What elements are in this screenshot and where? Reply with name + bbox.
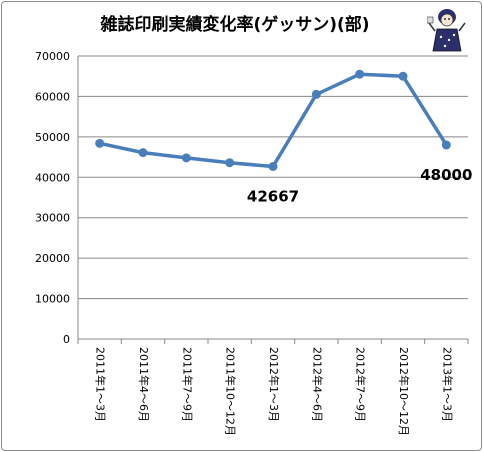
x-tick-label: 2011年10～12月 [224, 347, 238, 436]
data-point [225, 158, 235, 168]
y-tick-label: 20000 [35, 252, 70, 265]
x-tick-label: 2012年4～6月 [310, 347, 324, 422]
data-point [181, 153, 191, 163]
x-tick-label: 2012年10～12月 [397, 347, 411, 436]
y-tick-label: 40000 [35, 171, 70, 184]
data-label: 42667 [247, 188, 299, 206]
x-tick-label: 2013年1～3月 [440, 347, 454, 422]
y-tick-label: 10000 [35, 293, 70, 306]
data-point [138, 148, 148, 158]
chart-title: 雑誌印刷実績変化率(ゲッサン)(部) [100, 15, 370, 35]
x-tick-label: 2011年4～6月 [137, 347, 151, 422]
x-tick-label: 2012年7～9月 [354, 347, 368, 422]
y-tick-label: 70000 [35, 50, 70, 63]
x-tick-label: 2011年7～9月 [180, 347, 194, 422]
data-label: 48000 [420, 166, 472, 184]
y-tick-label: 30000 [35, 212, 70, 225]
data-point [311, 89, 321, 99]
y-tick-label: 50000 [35, 131, 70, 144]
x-tick-label: 2011年1～3月 [94, 347, 108, 422]
data-point [355, 69, 365, 79]
series-line [99, 72, 448, 169]
y-tick-label: 0 [63, 333, 70, 346]
data-point [441, 140, 451, 150]
data-point [95, 138, 105, 148]
y-tick-label: 60000 [35, 90, 70, 103]
mascot-illustration [427, 9, 466, 52]
x-tick-label: 2012年1～3月 [267, 347, 281, 422]
data-point [268, 162, 278, 172]
data-point [398, 71, 408, 81]
